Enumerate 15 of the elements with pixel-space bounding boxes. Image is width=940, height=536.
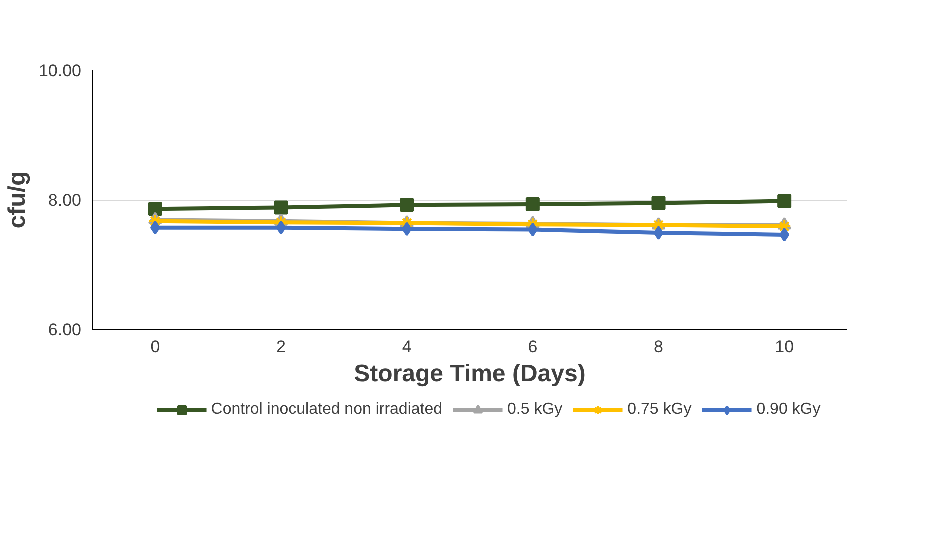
y-tick-label: 8.00: [48, 191, 82, 210]
y-tick-label: 6.00: [48, 320, 82, 340]
legend-label: 0.90 kGy: [756, 401, 821, 419]
y-axis-title: cfu/g: [4, 171, 31, 229]
legend-label: 0.75 kGy: [628, 401, 692, 419]
legend-label: Control inoculated non irradiated: [211, 401, 443, 419]
x-tick-label: 6: [528, 338, 538, 356]
x-tick-label: 8: [654, 338, 664, 356]
legend-label: 0.5 kGy: [508, 401, 563, 419]
x-tick-label: 2: [276, 338, 286, 356]
x-tick-label: 4: [402, 338, 412, 356]
x-tick-label: 0: [150, 338, 160, 356]
x-tick-label: 10: [775, 338, 794, 356]
y-tick-label: 10.00: [38, 62, 82, 80]
x-axis-title: Storage Time (Days): [354, 360, 586, 388]
